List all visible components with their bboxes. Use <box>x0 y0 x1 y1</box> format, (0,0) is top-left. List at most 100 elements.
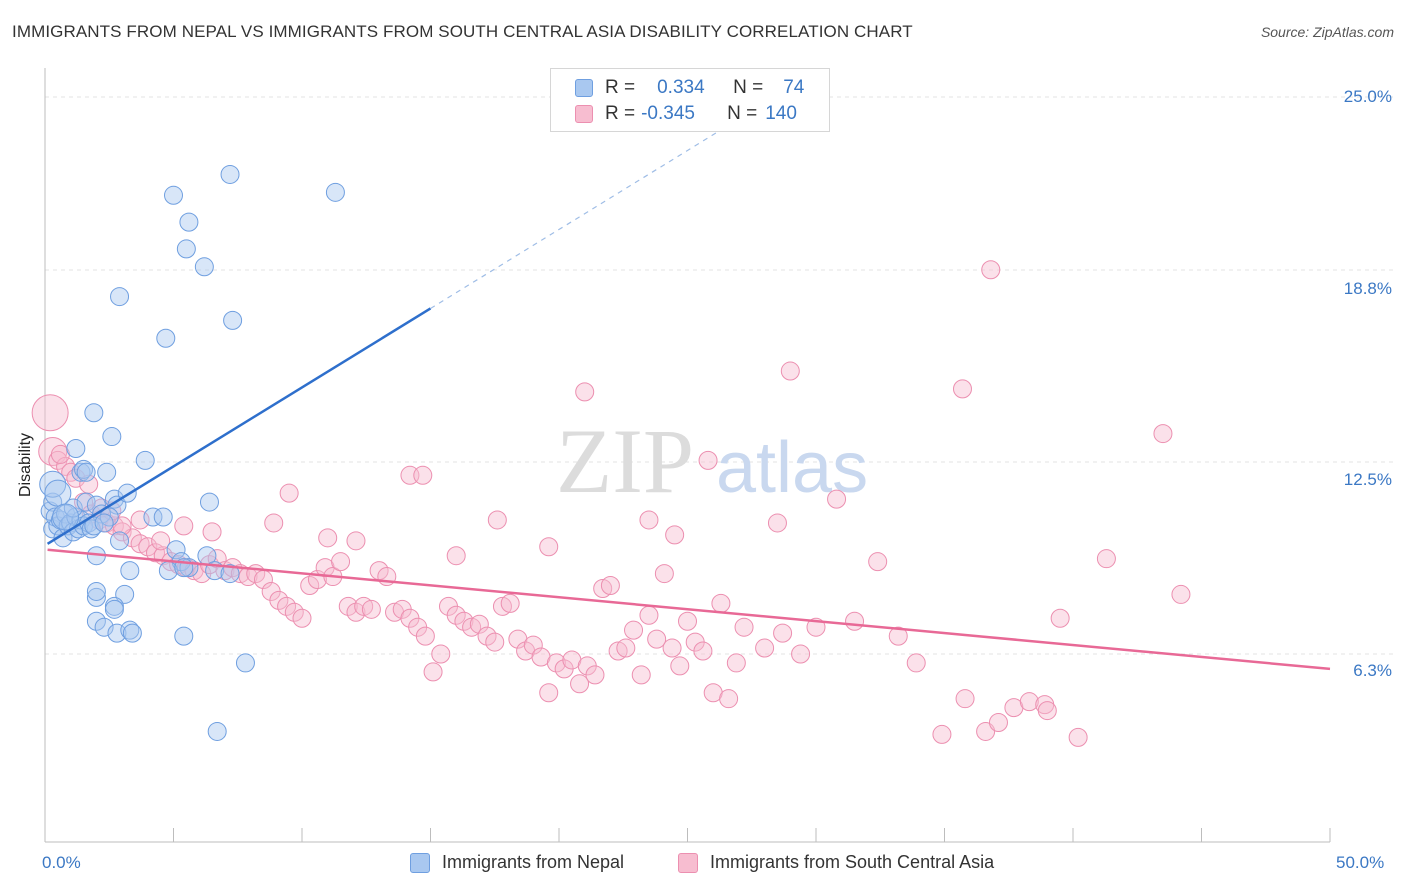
data-point-south-central-asia <box>600 575 620 595</box>
x-tick-label-min: 0.0% <box>42 853 81 872</box>
legend-row-south-central-asia: R = -0.345 N = 140 <box>575 102 797 126</box>
legend-r-value: -0.345 <box>641 103 695 124</box>
data-point-south-central-asia <box>38 436 68 466</box>
data-point-south-central-asia <box>791 644 811 664</box>
data-point-south-central-asia <box>346 602 366 622</box>
data-point-south-central-asia <box>952 379 972 399</box>
data-point-nepal <box>220 164 240 184</box>
data-point-nepal <box>86 581 106 601</box>
data-point-nepal <box>158 561 178 581</box>
y-tick-label-25: 25.0% <box>1343 87 1392 106</box>
data-point-south-central-asia <box>318 528 338 548</box>
data-point-south-central-asia <box>174 516 194 536</box>
trend-lines <box>46 126 1331 671</box>
data-point-south-central-asia <box>1096 549 1116 569</box>
data-point-south-central-asia <box>1019 692 1039 712</box>
data-point-nepal <box>94 617 114 637</box>
data-point-south-central-asia <box>1037 701 1057 721</box>
data-point-nepal <box>143 507 163 527</box>
data-point-south-central-asia <box>146 543 166 563</box>
data-point-south-central-asia <box>130 534 150 554</box>
data-point-nepal <box>120 620 140 640</box>
data-point-nepal <box>153 507 173 527</box>
data-point-south-central-asia <box>906 653 926 673</box>
legend-r-value: 0.334 <box>657 77 705 98</box>
data-point-nepal <box>99 507 119 527</box>
data-point-nepal <box>66 438 86 458</box>
data-point-nepal <box>174 626 194 646</box>
data-point-nepal <box>97 462 117 482</box>
data-point-nepal <box>84 403 104 423</box>
series-legend-item-nepal: Immigrants from Nepal <box>410 852 624 873</box>
data-point-south-central-asia <box>431 644 451 664</box>
data-point-south-central-asia <box>300 575 320 595</box>
data-point-south-central-asia <box>539 537 559 557</box>
data-point-nepal <box>74 459 94 479</box>
axes <box>44 68 1331 843</box>
data-point-south-central-asia <box>570 674 590 694</box>
data-point-south-central-asia <box>767 513 787 533</box>
series-legend-swatch-nepal <box>410 852 430 873</box>
data-point-south-central-asia <box>639 605 659 625</box>
data-point-south-central-asia <box>279 483 299 503</box>
data-point-nepal <box>199 492 219 512</box>
legend-r-label: R = <box>605 77 636 98</box>
data-point-nepal <box>207 721 227 741</box>
data-point-nepal <box>179 212 199 232</box>
trend-line-south-central-asia <box>47 548 1331 671</box>
data-point-nepal <box>235 653 255 673</box>
data-point-south-central-asia <box>1153 424 1173 444</box>
data-point-nepal <box>223 310 243 330</box>
data-point-south-central-asia <box>454 611 474 631</box>
series-legend-item-south-central-asia: Immigrants from South Central Asia <box>678 852 994 873</box>
data-point-south-central-asia <box>845 611 865 631</box>
legend-swatch-south-central-asia <box>575 105 593 123</box>
data-point-nepal <box>94 513 114 533</box>
data-point-south-central-asia <box>631 665 651 685</box>
series-nepal <box>39 164 345 741</box>
data-point-south-central-asia <box>1068 727 1088 747</box>
data-point-south-central-asia <box>755 638 775 658</box>
data-point-nepal <box>39 470 67 498</box>
data-point-nepal <box>81 519 101 539</box>
data-point-south-central-asia <box>138 537 158 557</box>
data-point-nepal <box>325 182 345 202</box>
data-point-south-central-asia <box>446 546 466 566</box>
data-point-nepal <box>102 427 122 447</box>
data-point-south-central-asia <box>593 578 613 598</box>
data-point-south-central-asia <box>446 605 466 625</box>
watermark: ZIP atlas <box>556 410 868 512</box>
data-point-south-central-asia <box>888 626 908 646</box>
data-point-south-central-asia <box>575 382 595 402</box>
data-point-nepal <box>110 287 130 307</box>
data-point-nepal <box>52 503 80 531</box>
legend-row-nepal: R = 0.334 N = 74 <box>575 76 804 100</box>
data-point-south-central-asia <box>151 531 171 551</box>
data-point-south-central-asia <box>1171 584 1191 604</box>
data-point-nepal <box>104 599 124 619</box>
data-point-nepal <box>86 587 106 607</box>
data-point-nepal <box>122 623 142 643</box>
data-point-south-central-asia <box>932 724 952 744</box>
data-point-south-central-asia <box>654 564 674 584</box>
legend-n-label: N = <box>733 77 764 98</box>
data-point-south-central-asia <box>827 489 847 509</box>
data-point-nepal <box>135 450 155 470</box>
data-point-south-central-asia <box>331 552 351 572</box>
data-point-south-central-asia <box>988 713 1008 733</box>
y-axis-title: Disability <box>17 432 34 497</box>
data-point-south-central-asia <box>955 689 975 709</box>
data-point-south-central-asia <box>202 522 222 542</box>
data-point-nepal <box>120 561 140 581</box>
data-point-south-central-asia <box>264 513 284 533</box>
data-point-south-central-asia <box>31 394 69 432</box>
data-point-south-central-asia <box>413 465 433 485</box>
data-point-nepal <box>156 328 176 348</box>
data-point-south-central-asia <box>354 596 374 616</box>
data-point-south-central-asia <box>269 590 289 610</box>
data-point-nepal <box>76 462 96 482</box>
data-point-south-central-asia <box>608 641 628 661</box>
data-point-south-central-asia <box>462 617 482 637</box>
data-point-south-central-asia <box>477 626 497 646</box>
